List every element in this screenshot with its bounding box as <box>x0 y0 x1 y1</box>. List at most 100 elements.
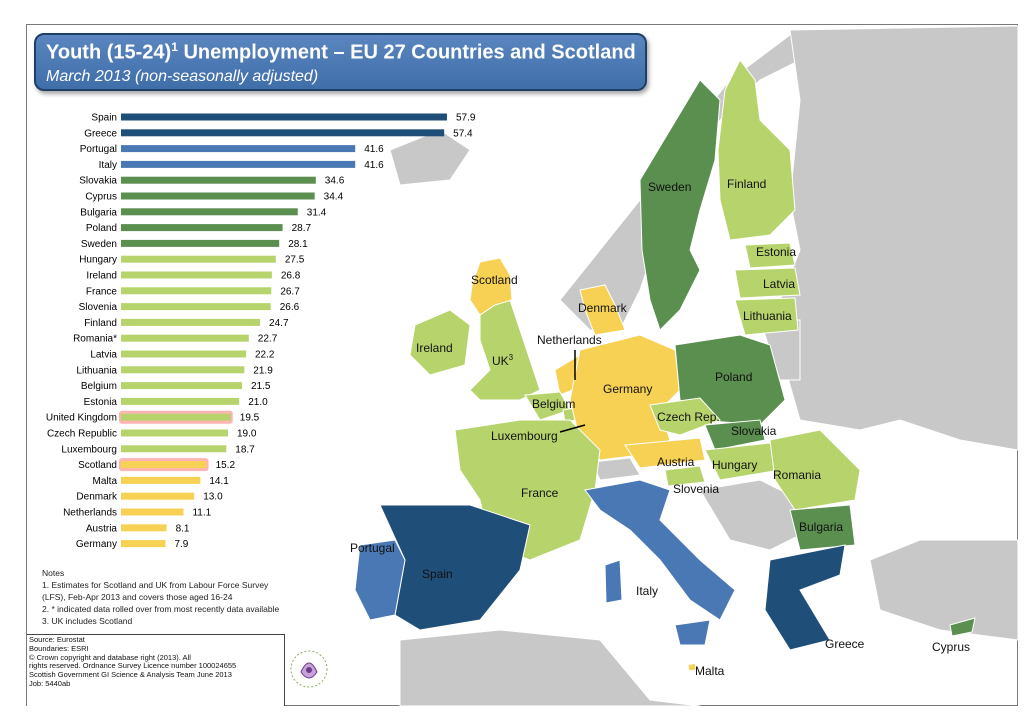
map-label-netherlands: Netherlands <box>537 333 602 347</box>
bar <box>121 318 261 326</box>
bar <box>121 303 271 311</box>
slovenia-shape <box>664 465 706 487</box>
value-label: 57.4 <box>453 128 473 139</box>
leader-lines <box>559 350 586 433</box>
title-box: Youth (15-24)1 Unemployment – EU 27 Coun… <box>34 33 647 91</box>
value-label: 26.6 <box>280 302 300 313</box>
category-label: Denmark <box>76 492 118 503</box>
bar <box>121 492 195 500</box>
category-label: Poland <box>86 223 117 234</box>
category-label: Estonia <box>84 397 118 408</box>
note-line: (LFS), Feb-Apr 2013 and covers those age… <box>42 592 233 602</box>
category-label: Germany <box>76 539 117 550</box>
source-line: rights reserved. Ordnance Survey Licence… <box>29 661 237 671</box>
value-label: 14.1 <box>209 476 229 487</box>
bar <box>121 255 276 263</box>
map-label-romania: Romania <box>773 468 822 482</box>
category-label: Czech Republic <box>47 429 117 440</box>
category-label: Latvia <box>90 350 117 361</box>
turkey <box>869 539 1019 641</box>
ireland-shape <box>409 309 471 376</box>
value-label: 21.9 <box>253 365 273 376</box>
chart-subtitle: March 2013 (non-seasonally adjusted) <box>46 68 319 85</box>
map-label-spain: Spain <box>422 567 453 581</box>
category-label: Netherlands <box>63 508 117 519</box>
bar <box>121 113 447 121</box>
map-label-france: France <box>521 486 559 500</box>
value-label: 19.5 <box>240 413 260 424</box>
value-label: 22.2 <box>255 350 275 361</box>
malta-shape <box>687 662 697 672</box>
map-label-finland: Finland <box>727 177 767 191</box>
source-credits: Source: Eurostat Boundaries: ESRI © Crow… <box>27 634 285 706</box>
value-label: 31.4 <box>307 207 327 218</box>
bar <box>121 350 246 358</box>
map-label-sweden: Sweden <box>648 180 692 194</box>
map-label-slovakia: Slovakia <box>731 424 777 438</box>
sardinia-shape <box>604 559 623 604</box>
value-label: 34.6 <box>325 176 345 187</box>
bar <box>121 382 243 390</box>
value-label: 34.4 <box>324 192 344 203</box>
map-label-luxembourg: Luxembourg <box>491 429 558 443</box>
bar <box>121 334 249 342</box>
lithuania-shape <box>734 297 799 336</box>
value-label: 41.6 <box>364 160 384 171</box>
notes: Notes 1. Estimates for Scotland and UK f… <box>42 567 342 627</box>
category-label: Lithuania <box>76 365 117 376</box>
value-label: 19.0 <box>237 429 257 440</box>
bar <box>121 208 298 216</box>
value-label: 15.2 <box>216 460 236 471</box>
bar <box>121 476 201 484</box>
category-label: Slovakia <box>79 176 117 187</box>
value-label: 21.0 <box>248 397 268 408</box>
category-label: Belgium <box>81 381 117 392</box>
value-label: 24.7 <box>269 318 289 329</box>
bar <box>121 287 272 295</box>
category-label: Slovenia <box>79 302 118 313</box>
map-label-greece: Greece <box>825 637 865 651</box>
value-label: 26.8 <box>281 271 301 282</box>
category-label: Spain <box>91 113 117 124</box>
bar <box>121 524 167 532</box>
category-label: Luxembourg <box>61 444 117 455</box>
map-label-czech: Czech Rep. <box>657 410 720 424</box>
non-eu-land <box>389 25 1019 707</box>
map-label-uk: UK3 <box>492 353 514 368</box>
latvia-shape <box>734 267 801 299</box>
map-label-belgium: Belgium <box>532 397 576 411</box>
value-label: 26.7 <box>280 286 300 297</box>
bar <box>121 461 207 469</box>
category-label: Austria <box>86 523 118 534</box>
romania-shape <box>769 429 861 511</box>
source-line: © Crown copyright and database right (20… <box>29 652 191 662</box>
map-label-estonia: Estonia <box>756 245 797 259</box>
slovakia-shape <box>704 419 766 451</box>
sweden-shape <box>639 79 721 331</box>
source-line: Source: Eurostat <box>29 635 85 644</box>
category-label: Italy <box>99 160 117 171</box>
estonia-shape <box>744 242 796 269</box>
finland-shape <box>717 59 796 241</box>
category-label: Finland <box>84 318 117 329</box>
bar <box>121 508 184 516</box>
map-label-austria: Austria <box>657 455 695 469</box>
bar <box>121 429 228 437</box>
note-line: 2. * indicated data rolled over from mos… <box>42 604 280 614</box>
value-label: 13.0 <box>203 492 223 503</box>
cyprus-shape <box>949 617 976 637</box>
category-label: United Kingdom <box>46 413 117 424</box>
bar <box>121 366 245 374</box>
value-label: 41.6 <box>364 144 384 155</box>
bar <box>121 540 166 548</box>
north-africa <box>399 629 701 707</box>
category-label: Malta <box>93 476 118 487</box>
sicily-shape <box>674 619 711 646</box>
value-label: 21.5 <box>251 381 271 392</box>
map-label-denmark: Denmark <box>578 301 627 315</box>
italy-shape <box>584 479 736 621</box>
bar <box>121 224 283 232</box>
value-label: 28.7 <box>292 223 312 234</box>
